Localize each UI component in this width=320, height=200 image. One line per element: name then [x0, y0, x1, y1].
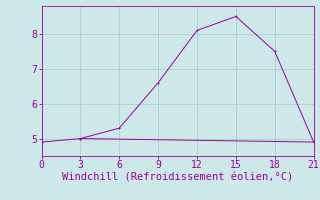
X-axis label: Windchill (Refroidissement éolien,°C): Windchill (Refroidissement éolien,°C)	[62, 173, 293, 183]
